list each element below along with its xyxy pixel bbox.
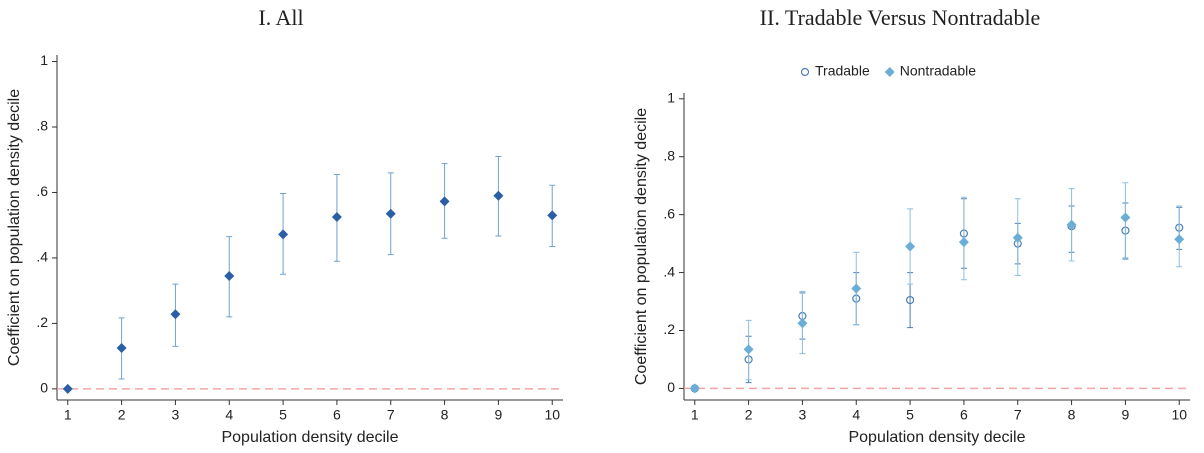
x-axis-label: Population density decile — [221, 429, 398, 446]
x-tick-label: 8 — [441, 407, 449, 423]
legend-marker — [800, 67, 810, 77]
x-tick-label: 7 — [387, 407, 395, 423]
x-tick-label: 9 — [495, 407, 503, 423]
y-axis-label: Coefficient on population density decile — [633, 108, 650, 385]
x-tick-label: 7 — [1014, 407, 1022, 423]
point — [1066, 219, 1077, 230]
point — [278, 229, 289, 240]
y-tick-label: .2 — [36, 314, 48, 330]
point — [224, 270, 235, 281]
x-tick-label: 10 — [1171, 407, 1187, 423]
y-tick-label: .2 — [663, 321, 675, 337]
x-tick-label: 10 — [544, 407, 560, 423]
chart-title: II. Tradable Versus Nontradable — [760, 5, 1041, 30]
y-tick-label: 1 — [667, 89, 675, 105]
x-tick-label: 1 — [691, 407, 699, 423]
x-tick-label: 5 — [279, 407, 287, 423]
y-tick-label: .4 — [663, 263, 675, 279]
x-tick-label: 4 — [225, 407, 233, 423]
x-tick-label: 3 — [172, 407, 180, 423]
y-tick-label: .8 — [36, 118, 48, 134]
point — [1012, 232, 1023, 243]
x-tick-label: 2 — [118, 407, 126, 423]
x-axis-label: Population density decile — [848, 429, 1025, 446]
x-tick-label: 8 — [1068, 407, 1076, 423]
point — [797, 318, 808, 329]
x-tick-label: 5 — [906, 407, 914, 423]
point — [743, 344, 754, 355]
point — [385, 208, 396, 219]
y-tick-label: .4 — [36, 249, 48, 265]
x-tick-label: 3 — [799, 407, 807, 423]
point — [905, 241, 916, 252]
legend-marker — [884, 67, 895, 77]
legend-label: Nontradable — [900, 63, 976, 79]
y-axis-label: Coefficient on population density decile — [6, 89, 23, 366]
x-tick-label: 1 — [64, 407, 72, 423]
x-tick-label: 6 — [333, 407, 341, 423]
point — [170, 309, 181, 320]
point — [905, 295, 915, 305]
y-tick-label: .8 — [663, 147, 675, 163]
x-tick-label: 4 — [852, 407, 860, 423]
point — [493, 190, 504, 201]
point — [1174, 234, 1185, 245]
x-tick-label: 2 — [745, 407, 753, 423]
point — [1120, 212, 1131, 223]
legend-label: Tradable — [815, 63, 870, 79]
x-tick-label: 9 — [1122, 407, 1130, 423]
point — [439, 196, 450, 207]
point — [331, 212, 342, 223]
chart-title: I. All — [258, 5, 303, 30]
point — [689, 383, 700, 394]
point — [958, 237, 969, 248]
y-tick-label: 0 — [667, 379, 675, 395]
point — [116, 342, 127, 353]
point — [62, 383, 73, 394]
y-tick-label: 1 — [40, 52, 48, 68]
point — [547, 210, 558, 221]
y-tick-label: .6 — [36, 183, 48, 199]
point — [851, 283, 862, 294]
y-tick-label: 0 — [40, 380, 48, 396]
x-tick-label: 6 — [960, 407, 968, 423]
y-tick-label: .6 — [663, 205, 675, 221]
